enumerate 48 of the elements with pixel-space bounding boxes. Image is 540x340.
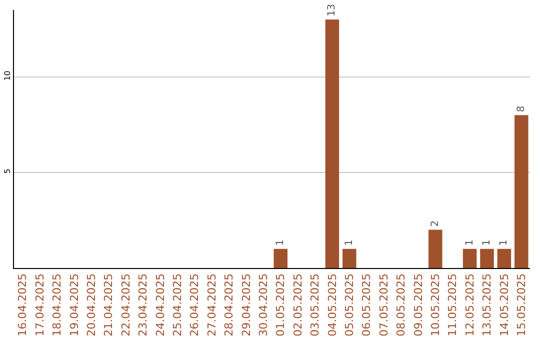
x-tick-label: 28.04.2025 (222, 273, 236, 336)
x-tick-label: 09.05.2025 (412, 273, 425, 336)
data-label: 1 (275, 240, 286, 246)
x-tick-label: 18.04.2025 (50, 273, 64, 336)
x-tick-label: 21.04.2025 (102, 273, 116, 336)
y-tick-label: 5 (2, 168, 12, 174)
bar (274, 248, 288, 268)
x-tick-label: 27.04.2025 (205, 273, 218, 336)
bar (325, 20, 340, 268)
x-tick-label: 29.04.2025 (240, 273, 253, 336)
data-label: 2 (430, 220, 441, 227)
x-tick-label: 15.05.2025 (514, 273, 528, 336)
x-tick-label: 07.05.2025 (377, 273, 390, 336)
x-tick-label: 19.04.2025 (68, 273, 81, 336)
bar (462, 248, 477, 268)
data-label: 1 (482, 240, 492, 246)
x-tick-label: 08.05.2025 (394, 273, 408, 336)
x-tick-label: 12.05.2025 (463, 273, 476, 336)
x-tick-label: 23.04.2025 (136, 273, 150, 336)
data-label: 1 (344, 240, 355, 246)
x-tick-label: 03.05.2025 (308, 273, 322, 336)
bar (480, 248, 494, 268)
y-tick-label: 10 (2, 70, 12, 81)
x-tick-label: 02.05.2025 (291, 273, 304, 336)
x-tick-label: 24.04.2025 (154, 273, 167, 336)
x-tick-label: 17.04.2025 (33, 273, 46, 336)
data-label: 8 (516, 106, 527, 112)
x-tick-label: 22.04.2025 (119, 273, 132, 336)
x-tick-label: 10.05.2025 (428, 273, 442, 336)
x-tick-label: 26.04.2025 (188, 273, 202, 336)
bar (342, 248, 356, 268)
bar (497, 248, 512, 268)
x-tick-label: 01.05.2025 (274, 273, 288, 336)
x-tick-label: 20.04.2025 (84, 273, 98, 336)
x-tick-label: 14.05.2025 (498, 273, 511, 336)
data-label: 1 (498, 240, 510, 246)
bar (428, 230, 442, 268)
x-tick-label: 05.05.2025 (342, 273, 356, 336)
x-tick-label: 06.05.2025 (360, 273, 374, 336)
x-tick-label: 13.05.2025 (480, 273, 494, 336)
x-tick-label: 11.05.2025 (446, 273, 460, 336)
x-tick-label: 04.05.2025 (326, 273, 339, 336)
x-tick-label: 30.04.2025 (256, 273, 270, 336)
x-tick-label: 16.04.2025 (16, 273, 30, 336)
x-tick-label: 25.04.2025 (170, 273, 184, 336)
data-label: 1 (464, 240, 476, 246)
data-label: 13 (326, 4, 338, 17)
bar (514, 115, 528, 268)
